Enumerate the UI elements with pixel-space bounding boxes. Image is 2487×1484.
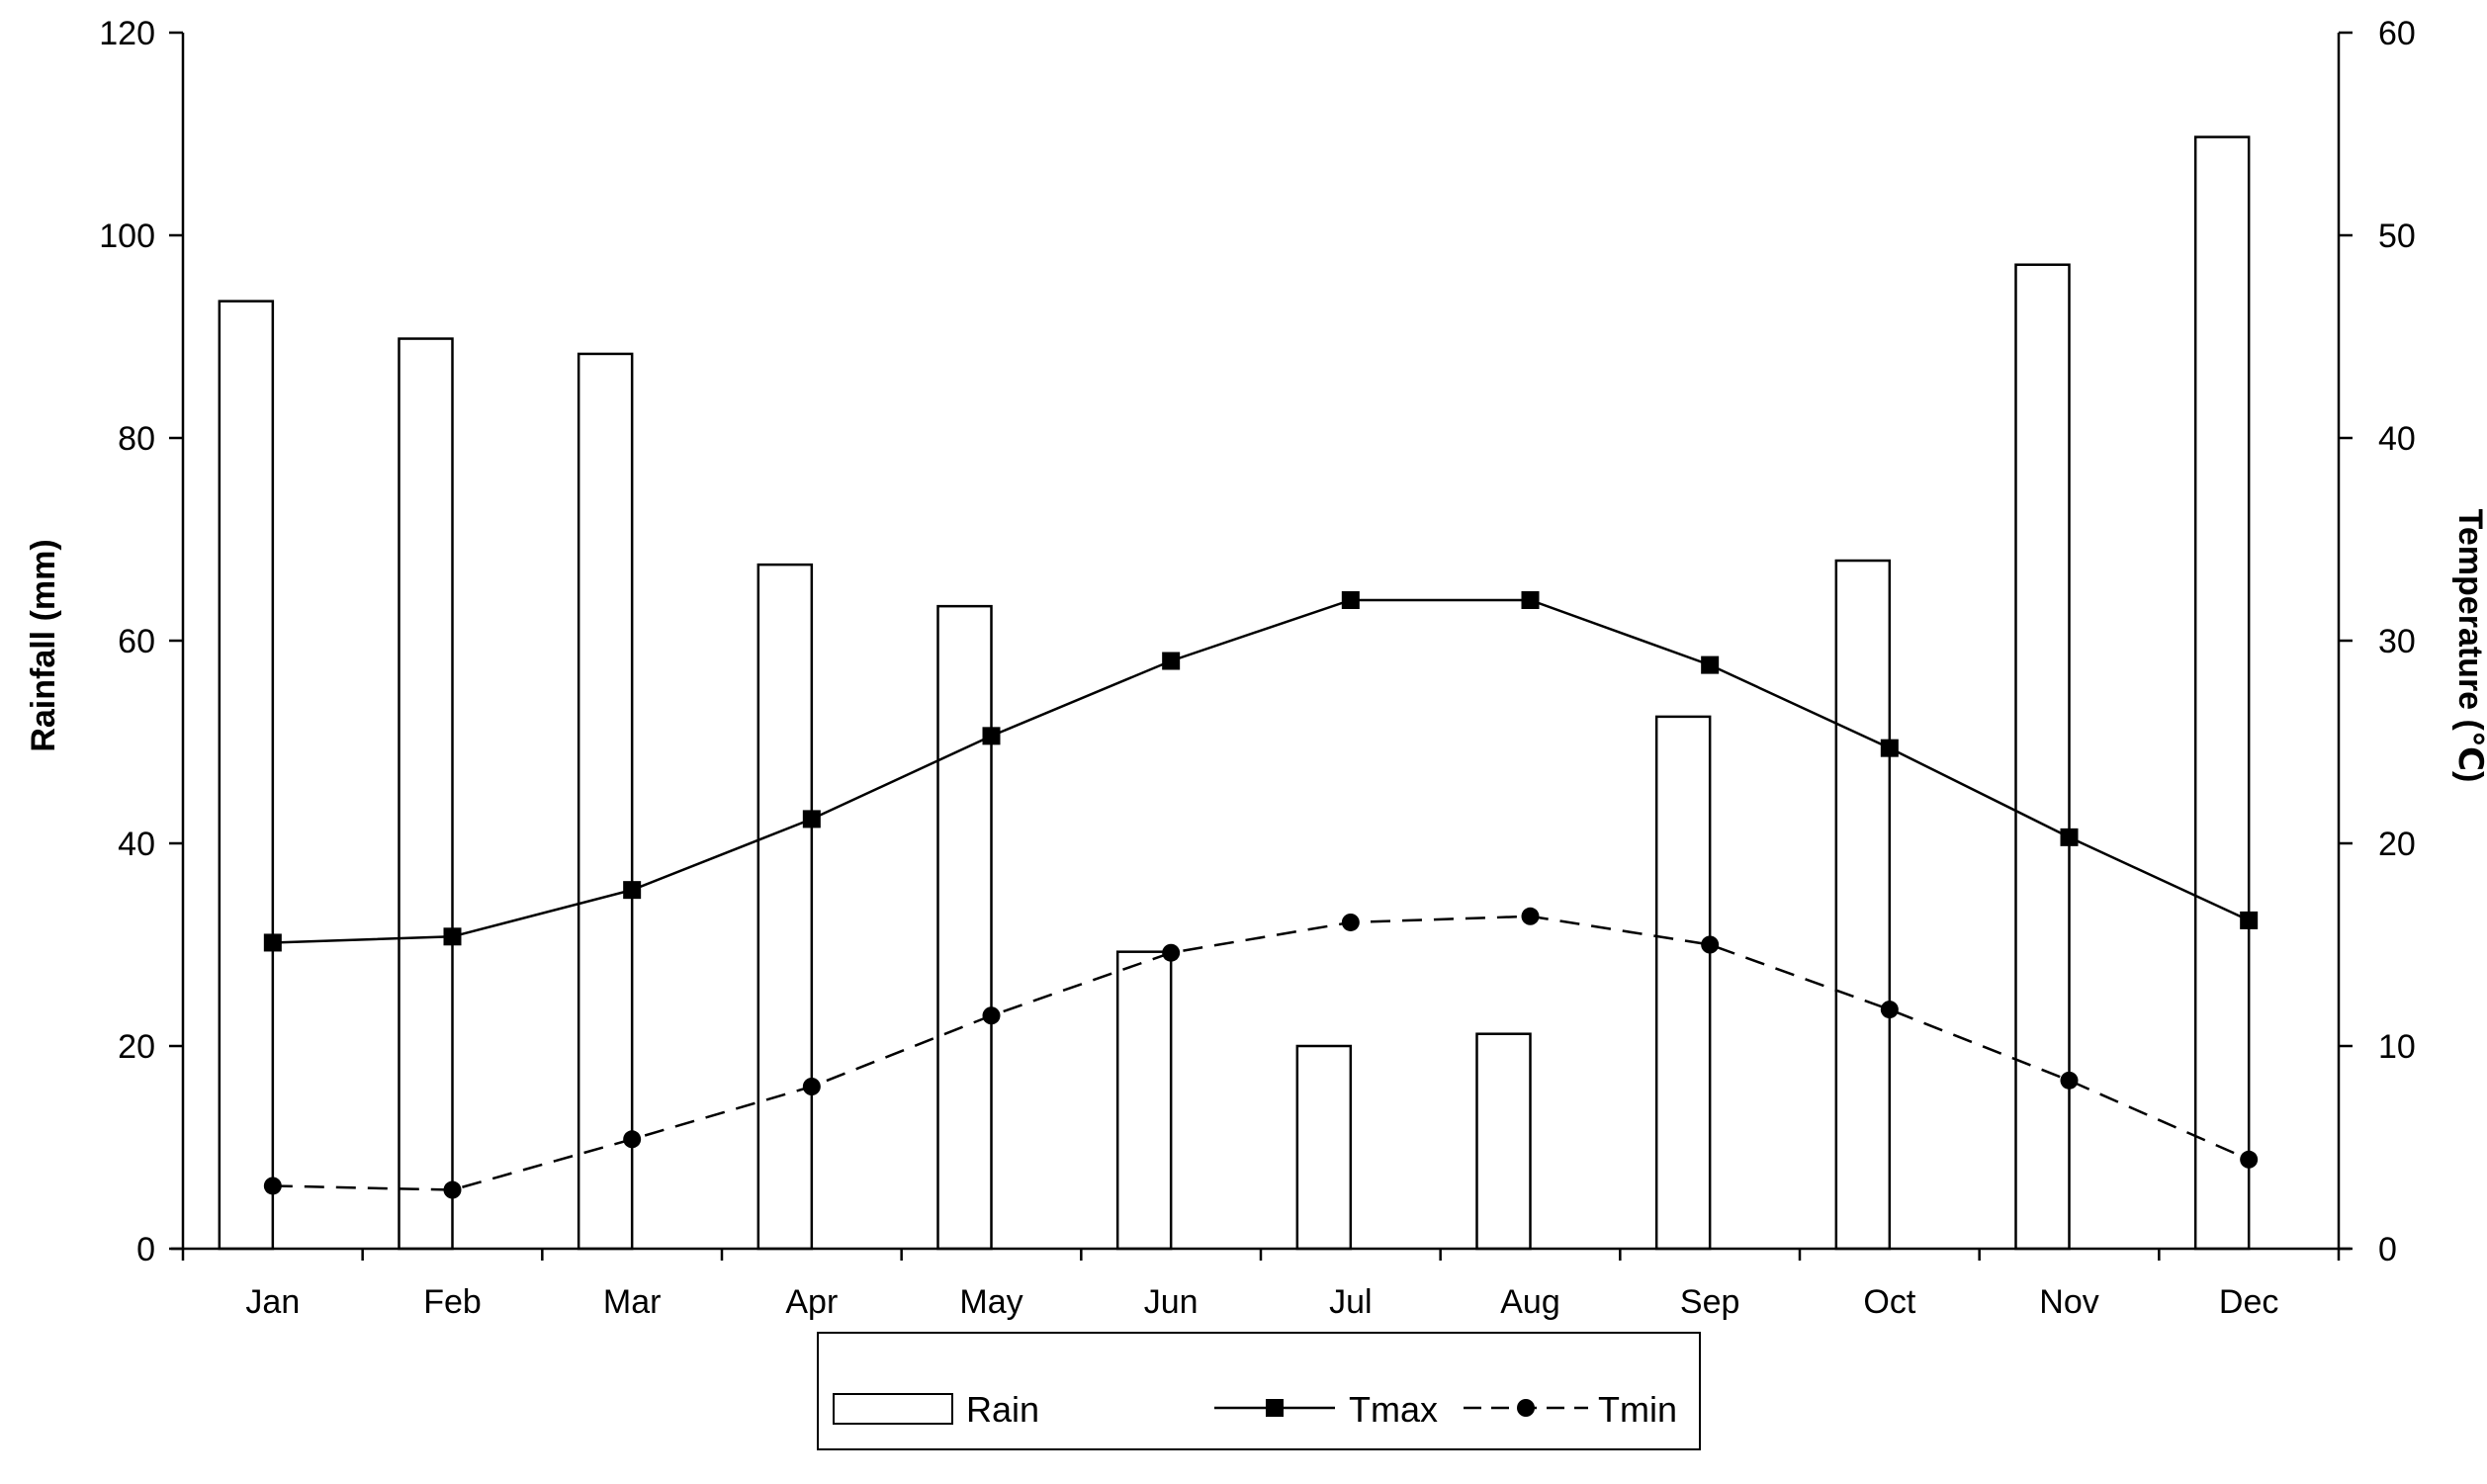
- tmax-point-dec: [2240, 911, 2259, 929]
- y2-axis-title: Temperature (℃): [2451, 509, 2487, 783]
- rain-bar-dec: [2193, 135, 2251, 1251]
- tmin-point-may: [982, 1006, 1001, 1025]
- legend-tmax-label: Tmax: [1349, 1389, 1438, 1430]
- x-tick-labels: Jan Feb Mar Apr May Jun Jul Aug Sep Oct Nov Dec: [245, 1283, 2278, 1321]
- rain-bar-jan: [218, 300, 275, 1251]
- tmin-line: [272, 915, 2250, 1191]
- tmax-point-jun: [1162, 652, 1181, 670]
- x-tick-label-may: May: [959, 1283, 1022, 1321]
- x-tick-label-jan: Jan: [245, 1283, 300, 1321]
- legend: Rain Tmax Tmin: [817, 1332, 1701, 1450]
- rain-bar-sep: [1654, 715, 1712, 1251]
- y-tick-labels: 0 20 40 60 80 100 120: [99, 15, 155, 1268]
- rain-bar-feb: [398, 337, 454, 1251]
- x-tick-label-apr: Apr: [785, 1283, 838, 1321]
- temperature-lines: [263, 591, 2259, 1199]
- y-tick-label: 120: [99, 15, 155, 52]
- legend-tmax-marker: [1266, 1399, 1284, 1417]
- tmin-point-aug: [1521, 907, 1540, 925]
- tmax-point-sep: [1701, 655, 1720, 674]
- tmin-point-jan: [263, 1177, 282, 1195]
- rain-bar-aug: [1475, 1032, 1532, 1251]
- legend-rain-swatch: [833, 1393, 953, 1425]
- y-axis-title: Rainfall (mm): [25, 539, 62, 751]
- tmin-point-oct: [1880, 1001, 1899, 1019]
- tmin-point-jun: [1162, 943, 1181, 962]
- tmax-line: [272, 598, 2250, 944]
- x-tick-label-feb: Feb: [423, 1283, 482, 1321]
- tmin-point-apr: [802, 1078, 821, 1095]
- tmax-point-aug: [1521, 591, 1540, 609]
- y2-tick-label: 60: [2378, 15, 2416, 52]
- rain-bars: [218, 135, 2251, 1251]
- x-tick-label-nov: Nov: [2039, 1283, 2098, 1321]
- x-tick-label-sep: Sep: [1680, 1283, 1740, 1321]
- legend-box: [817, 1332, 1701, 1450]
- tmax-point-may: [982, 727, 1001, 745]
- legend-tmin-label: Tmin: [1598, 1389, 1677, 1430]
- tmax-point-jul: [1341, 591, 1360, 609]
- y2-tick-label: 50: [2378, 218, 2416, 255]
- x-tick-label-mar: Mar: [603, 1283, 662, 1321]
- rain-bar-may: [936, 604, 993, 1251]
- legend-tmin-marker: [1517, 1399, 1535, 1417]
- tmin-point-jul: [1341, 913, 1360, 931]
- tmax-point-jan: [263, 933, 282, 952]
- tmax-point-nov: [2060, 828, 2079, 846]
- x-tick-label-jul: Jul: [1329, 1283, 1372, 1321]
- x-tick-label-jun: Jun: [1144, 1283, 1199, 1321]
- y-tick-label: 80: [118, 420, 155, 458]
- rain-bar-oct: [1834, 559, 1892, 1251]
- y2-tick-label: 40: [2378, 420, 2416, 458]
- tmin-point-nov: [2060, 1071, 2079, 1090]
- y2-tick-label: 10: [2378, 1028, 2416, 1066]
- y-tick-label: 60: [118, 623, 155, 660]
- tmin-point-mar: [623, 1130, 642, 1149]
- rain-bar-nov: [2014, 263, 2071, 1251]
- y2-tick-labels: 0 10 20 30 40 50 60: [2378, 15, 2416, 1268]
- x-tick-label-aug: Aug: [1500, 1283, 1560, 1321]
- rain-bar-mar: [577, 352, 634, 1251]
- tmax-point-apr: [802, 810, 821, 829]
- chart-axes: [169, 31, 2353, 1261]
- rain-bar-apr: [756, 563, 814, 1251]
- tmax-point-oct: [1880, 739, 1899, 757]
- y2-tick-label: 20: [2378, 826, 2416, 863]
- tmax-point-feb: [443, 927, 462, 946]
- y2-tick-label: 0: [2378, 1231, 2397, 1268]
- y-tick-label: 40: [118, 826, 155, 863]
- rain-bar-jul: [1295, 1044, 1353, 1251]
- legend-rain-label: Rain: [966, 1389, 1039, 1430]
- tmin-point-dec: [2240, 1150, 2259, 1169]
- y-tick-label: 100: [99, 218, 155, 255]
- tmin-point-feb: [443, 1180, 462, 1199]
- y2-tick-label: 30: [2378, 623, 2416, 660]
- y-tick-label: 0: [136, 1231, 155, 1268]
- x-tick-label-dec: Dec: [2219, 1283, 2278, 1321]
- x-tick-label-oct: Oct: [1863, 1283, 1915, 1321]
- rain-bar-jun: [1115, 950, 1173, 1251]
- tmin-point-sep: [1701, 935, 1720, 954]
- y-tick-label: 20: [118, 1028, 155, 1066]
- tmax-point-mar: [623, 881, 642, 900]
